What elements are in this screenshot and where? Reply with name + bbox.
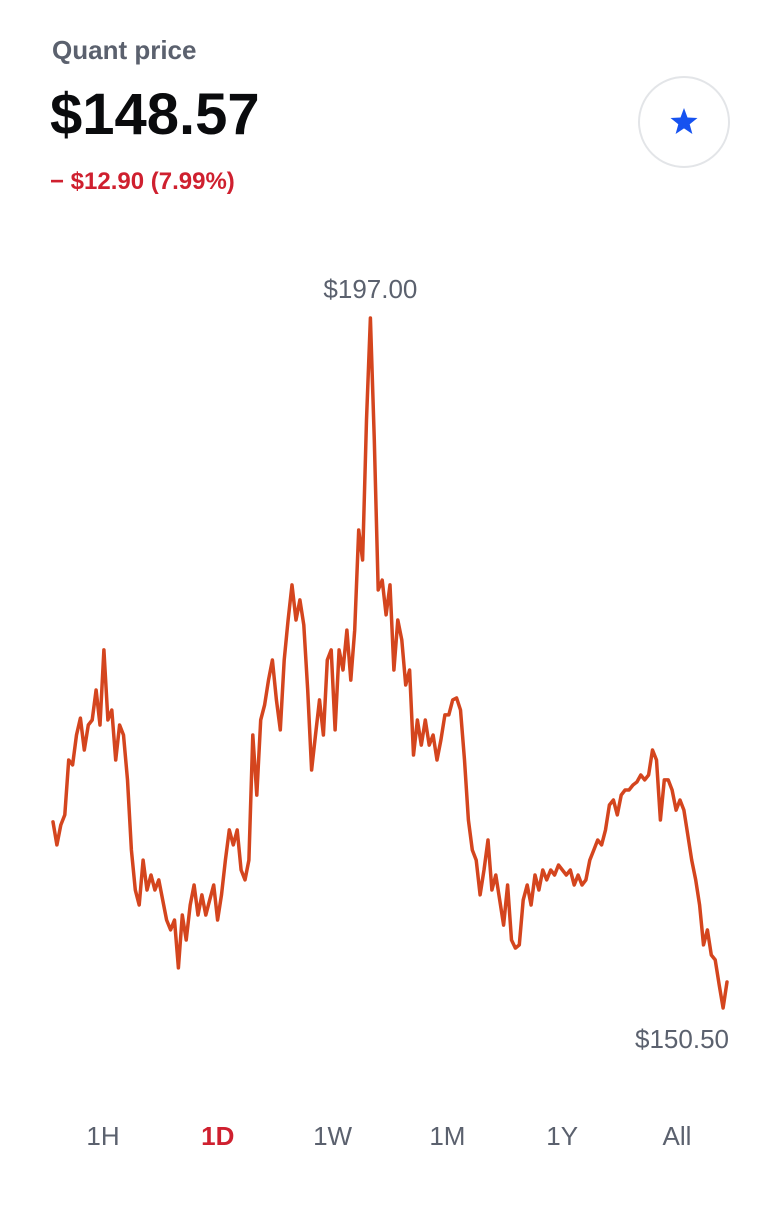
price: $148.57 — [50, 82, 260, 147]
price-chart: $197.00 $150.50 — [51, 274, 729, 1054]
watchlist-button[interactable] — [638, 76, 730, 168]
range-option[interactable]: 1H — [86, 1121, 119, 1151]
range-option[interactable]: All — [663, 1121, 692, 1151]
range-selector: 1H 1D 1W 1M 1Y All — [86, 1121, 691, 1151]
asset-title: Quant price — [52, 35, 196, 65]
range-option[interactable]: 1W — [313, 1121, 352, 1151]
range-option[interactable]: 1M — [429, 1121, 465, 1151]
star-icon[interactable] — [670, 108, 698, 134]
price-annotation: $150.50 — [635, 1024, 729, 1054]
range-option[interactable]: 1Y — [546, 1121, 578, 1151]
price-line — [51, 316, 729, 1010]
price-change: − $12.90 (7.99%) — [50, 168, 235, 195]
range-option[interactable]: 1D — [201, 1121, 234, 1151]
price-annotation: $197.00 — [323, 274, 417, 304]
